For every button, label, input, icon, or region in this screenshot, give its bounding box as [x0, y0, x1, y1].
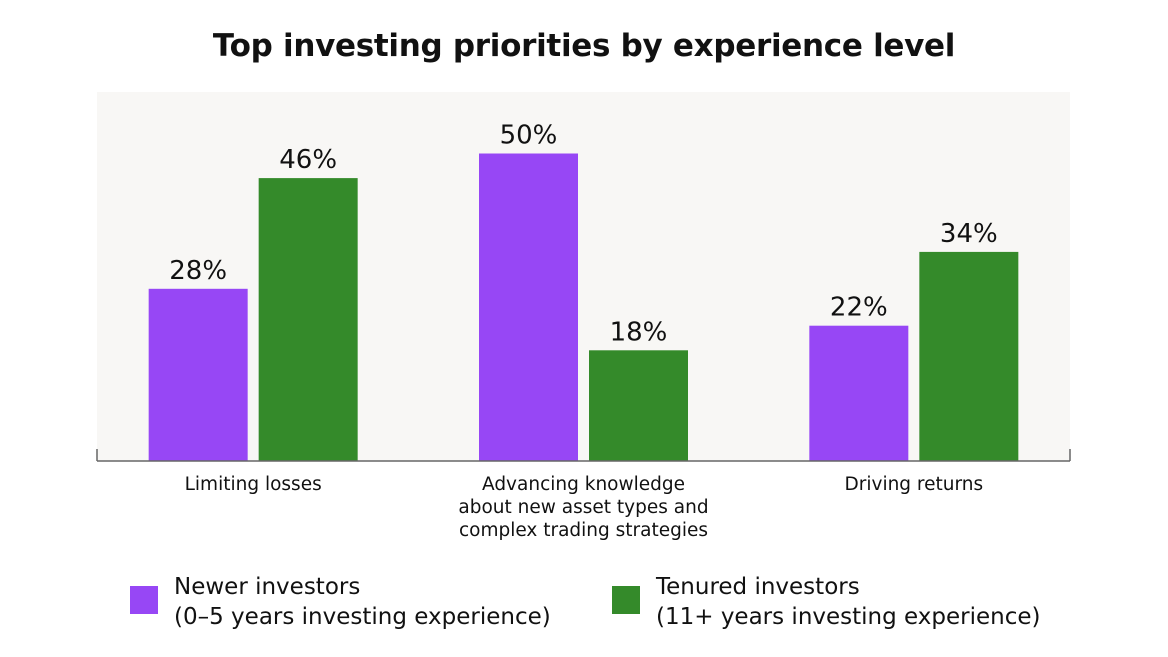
category-label: about new asset types and [458, 497, 708, 518]
data-label: 18% [610, 317, 668, 347]
bar-newer-1 [479, 153, 578, 461]
bar-tenured-2 [919, 251, 1019, 461]
legend-detail-tenured: (11+ years investing experience) [656, 604, 1041, 630]
bar-tenured-0 [258, 178, 358, 461]
data-label: 50% [500, 121, 558, 151]
legend-detail-newer: (0–5 years investing experience) [174, 604, 551, 630]
legend-label-tenured: Tenured investors [656, 574, 860, 600]
legend-label-newer: Newer investors [174, 574, 361, 600]
category-label: complex trading strategies [459, 520, 708, 541]
legend-swatch-tenured [612, 586, 640, 614]
category-label: Driving returns [845, 474, 984, 495]
category-label: Limiting losses [185, 474, 322, 495]
data-label: 34% [940, 219, 998, 249]
legend-swatch-newer [130, 586, 158, 614]
legend-item-tenured: Tenured investors (11+ years investing e… [612, 572, 1041, 632]
data-label: 28% [169, 256, 227, 286]
bar-tenured-1 [589, 350, 688, 461]
bar-newer-0 [148, 288, 248, 461]
bar-newer-2 [809, 325, 909, 461]
chart-title: Top investing priorities by experience l… [212, 28, 956, 64]
bar-chart: 28% 46% Limiting losses 50% 18% Advancing kno… [96, 120, 1071, 541]
data-label: 46% [279, 145, 337, 175]
data-label: 22% [830, 293, 888, 323]
category-label: Advancing knowledge [482, 474, 685, 495]
legend-item-newer: Newer investors (0–5 years investing exp… [130, 572, 551, 632]
